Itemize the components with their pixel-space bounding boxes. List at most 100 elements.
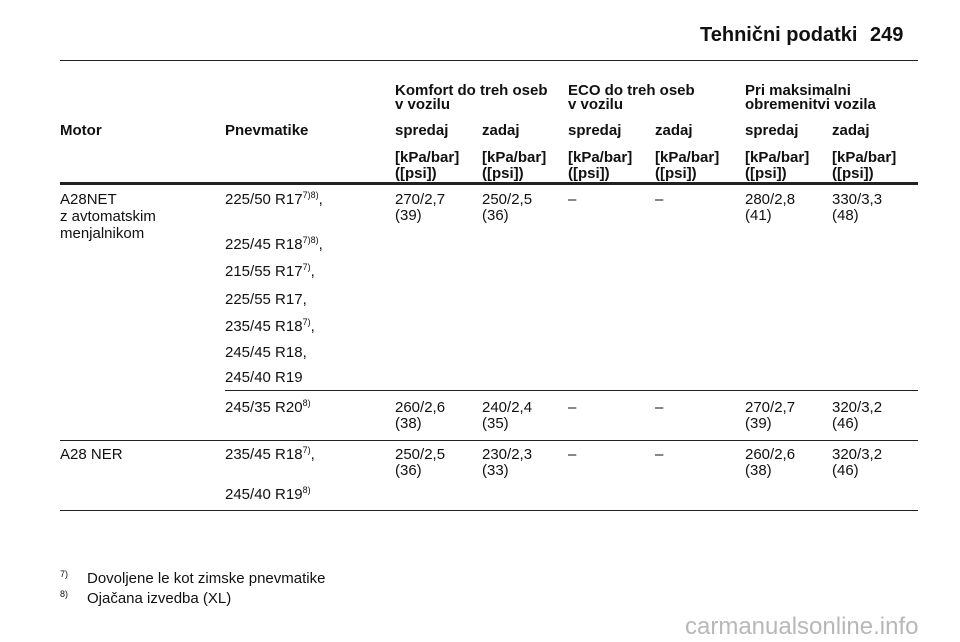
footnote-ref: 7)8)	[302, 190, 319, 200]
motor: A28 NER	[60, 446, 123, 463]
pressure: –	[655, 399, 664, 416]
pressure: 270/2,7	[395, 191, 446, 208]
separator: ,	[310, 263, 315, 280]
pressure: (46)	[832, 462, 859, 479]
pressure: 230/2,3	[482, 446, 533, 463]
unit: ([psi])	[395, 165, 437, 182]
tire: 235/45 R187),	[225, 317, 315, 335]
unit: ([psi])	[745, 165, 787, 182]
pressure: (41)	[745, 207, 772, 224]
watermark: carmanualsonline.info	[685, 613, 919, 640]
footnote-ref: 8)	[302, 485, 311, 495]
tire-size: 225/50 R17	[225, 191, 303, 208]
tire-size: 225/55 R17,	[225, 291, 307, 308]
motor: menjalnikom	[60, 225, 145, 242]
column-header: spredaj	[395, 122, 449, 139]
group-header: Pri maksimalni	[745, 82, 851, 99]
pressure: 250/2,5	[395, 446, 446, 463]
header-rule	[60, 60, 918, 61]
footnote-ref: 7)	[302, 445, 311, 455]
group-header: Komfort do treh oseb	[395, 82, 548, 99]
unit: [kPa/bar]	[482, 149, 547, 166]
unit: [kPa/bar]	[655, 149, 720, 166]
pressure: 320/3,2	[832, 399, 883, 416]
unit: [kPa/bar]	[395, 149, 460, 166]
pressure: (33)	[482, 462, 509, 479]
pressure: (36)	[395, 462, 422, 479]
unit: ([psi])	[568, 165, 610, 182]
motor: z avtomatskim	[60, 208, 156, 225]
tire-size: 215/55 R17	[225, 263, 303, 280]
unit: [kPa/bar]	[832, 149, 897, 166]
group-header: obremenitvi vozila	[745, 96, 876, 113]
pressure: –	[568, 446, 577, 463]
group-header: v vozilu	[568, 96, 624, 113]
tire: 225/55 R17,	[225, 292, 307, 308]
pressure: –	[568, 191, 577, 208]
column-header: zadaj	[832, 122, 870, 139]
tire-size: 225/45 R18	[225, 236, 303, 253]
table-header-rule	[60, 182, 918, 185]
pressure: (39)	[395, 207, 422, 224]
row-rule	[60, 440, 918, 441]
pressure: (48)	[832, 207, 859, 224]
column-header: zadaj	[482, 122, 520, 139]
tire-size: 245/35 R20	[225, 399, 303, 416]
unit: [kPa/bar]	[568, 149, 633, 166]
pressure: 250/2,5	[482, 191, 533, 208]
unit: [kPa/bar]	[745, 149, 810, 166]
tire: 235/45 R187),	[225, 445, 315, 463]
column-header: Pnevmatike	[225, 122, 309, 139]
group-header: v vozilu	[395, 96, 451, 113]
column-header: spredaj	[568, 122, 622, 139]
footnote-ref: 8)	[302, 398, 311, 408]
tire: 225/45 R187)8),	[225, 235, 323, 253]
pressure: (39)	[745, 415, 772, 432]
pressure: –	[655, 446, 664, 463]
pressure: –	[655, 191, 664, 208]
motor: A28NET	[60, 191, 117, 208]
tire: 245/40 R19	[225, 370, 303, 386]
tire: 245/35 R208)	[225, 398, 311, 416]
separator: ,	[318, 236, 323, 253]
pressure: 280/2,8	[745, 191, 796, 208]
pressure: 320/3,2	[832, 446, 883, 463]
separator: ,	[310, 318, 315, 335]
tire: 215/55 R177),	[225, 262, 315, 280]
pressure: 330/3,3	[832, 191, 883, 208]
footnote-ref: 7)	[302, 317, 311, 327]
unit: ([psi])	[482, 165, 524, 182]
unit: ([psi])	[655, 165, 697, 182]
tire-size: 235/45 R18	[225, 318, 303, 335]
separator: ,	[310, 446, 315, 463]
tire: 245/45 R18,	[225, 345, 307, 361]
footnote-ref: 7)8)	[302, 235, 319, 245]
pressure: 240/2,4	[482, 399, 533, 416]
page-number: 249	[870, 24, 904, 46]
pressure: 270/2,7	[745, 399, 796, 416]
column-header: zadaj	[655, 122, 693, 139]
page-title: Tehnični podatki	[700, 24, 858, 46]
tire-size: 235/45 R18	[225, 446, 303, 463]
tire: 245/40 R198)	[225, 485, 311, 503]
tire: 225/50 R177)8),	[225, 190, 323, 208]
separator: ,	[318, 191, 323, 208]
footnote-text: Dovoljene le kot zimske pnevmatike	[87, 570, 326, 587]
tire-size: 245/40 R19	[225, 369, 303, 386]
footnote-text: Ojačana izvedba (XL)	[87, 590, 232, 607]
row-rule	[225, 390, 918, 391]
column-header: Motor	[60, 122, 102, 139]
pressure: (38)	[745, 462, 772, 479]
footnote-ref: 7)	[302, 262, 311, 272]
pressure: 260/2,6	[745, 446, 796, 463]
pressure: (35)	[482, 415, 509, 432]
tire-size: 245/45 R18,	[225, 344, 307, 361]
pressure: 260/2,6	[395, 399, 446, 416]
pressure: (36)	[482, 207, 509, 224]
group-header: ECO do treh oseb	[568, 82, 695, 99]
pressure: (38)	[395, 415, 422, 432]
row-rule	[60, 510, 918, 511]
column-header: spredaj	[745, 122, 799, 139]
pressure: (46)	[832, 415, 859, 432]
